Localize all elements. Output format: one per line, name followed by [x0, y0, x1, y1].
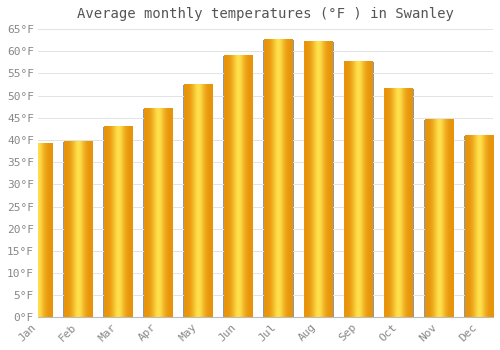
Bar	[63, 142, 93, 317]
Bar	[264, 40, 294, 317]
Bar	[384, 89, 414, 317]
Bar	[304, 42, 334, 317]
Bar	[464, 135, 494, 317]
Bar	[184, 85, 214, 317]
Bar	[144, 109, 174, 317]
Bar	[23, 145, 53, 317]
Title: Average monthly temperatures (°F ) in Swanley: Average monthly temperatures (°F ) in Sw…	[77, 7, 454, 21]
Bar	[224, 56, 254, 317]
Bar	[424, 120, 454, 317]
Bar	[103, 127, 134, 317]
Bar	[344, 62, 374, 317]
